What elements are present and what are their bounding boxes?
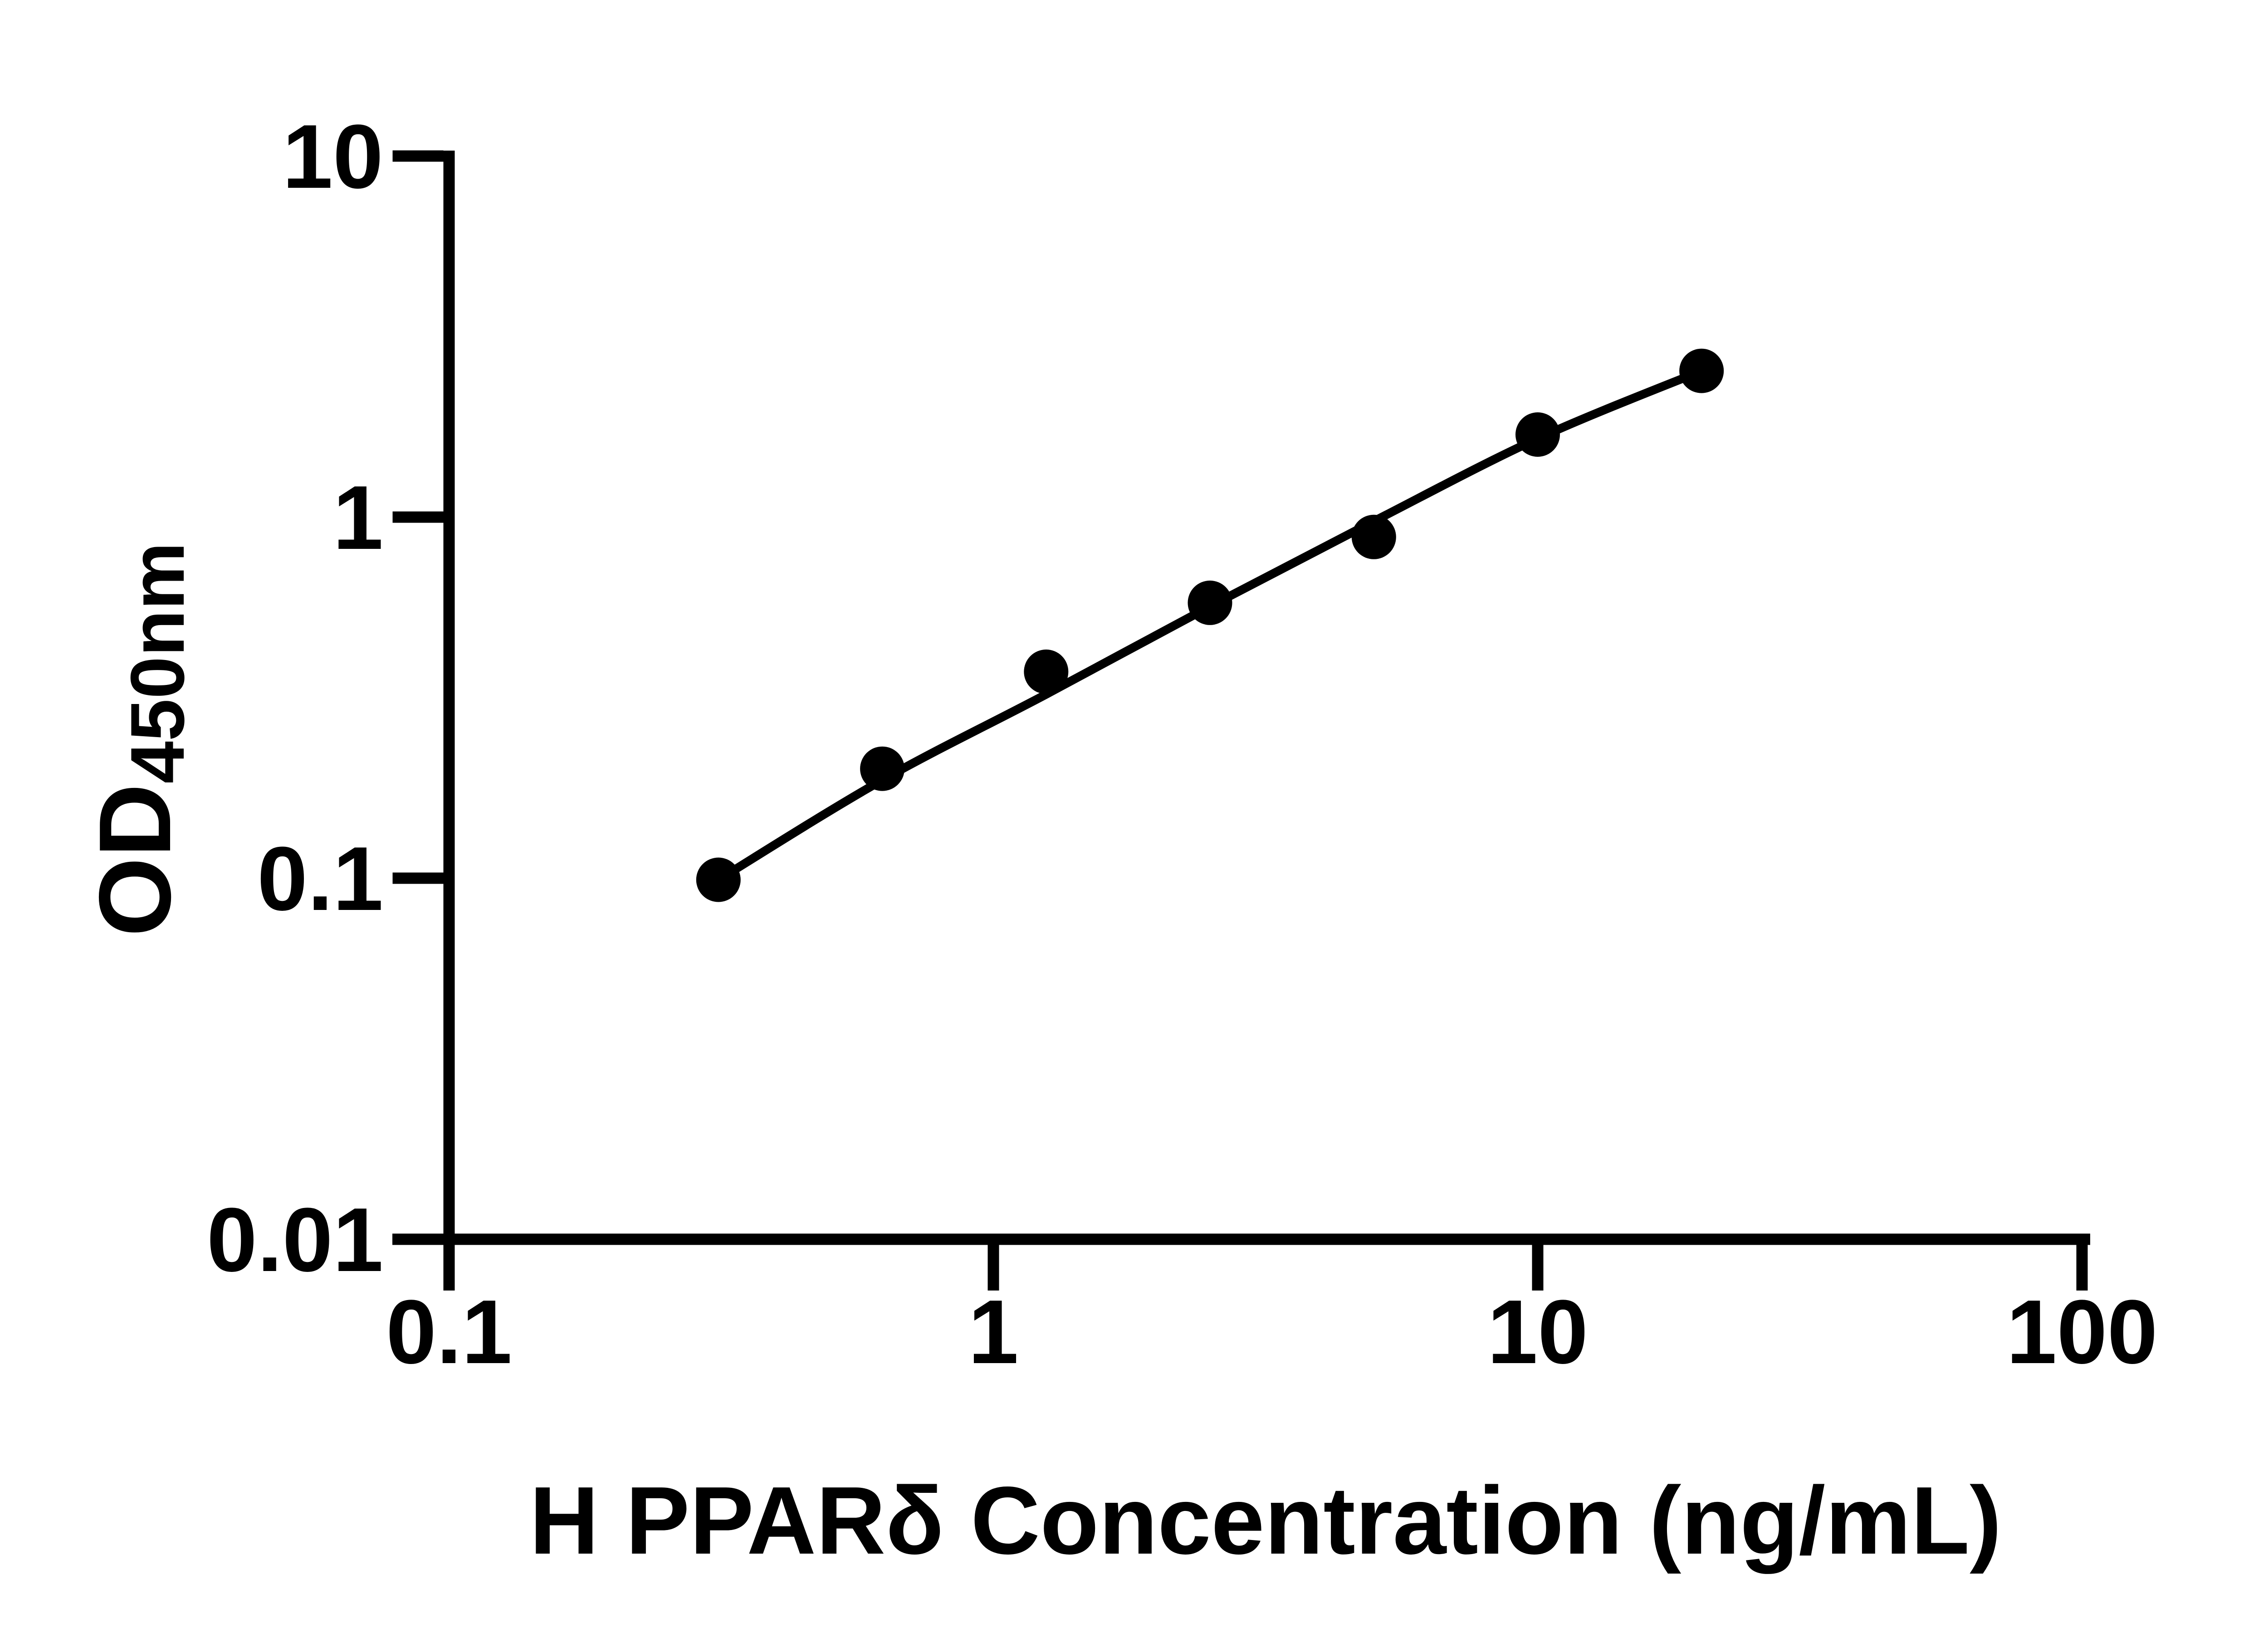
x-tick-label: 0.1 [386, 1281, 512, 1383]
x-tick-label: 100 [2006, 1281, 2158, 1383]
data-point-marker [696, 857, 741, 902]
x-axis-line [392, 1233, 2090, 1245]
y-tick [392, 150, 444, 162]
data-point-marker [1515, 412, 1560, 457]
y-tick-label: 0.1 [257, 828, 383, 929]
y-axis-line [443, 151, 455, 1291]
y-tick [392, 511, 444, 523]
x-tick [1532, 1239, 1544, 1291]
y-tick-label: 0.01 [207, 1189, 383, 1291]
y-axis-title-main: OD [78, 783, 192, 937]
data-point-marker [860, 746, 905, 791]
x-tick [987, 1239, 999, 1291]
y-tick [392, 1233, 444, 1245]
data-point-marker [1351, 514, 1396, 559]
y-axis-title: OD450nm [78, 542, 200, 937]
data-point-marker [1024, 649, 1069, 694]
x-tick [443, 1239, 455, 1291]
x-tick-label: 1 [968, 1281, 1018, 1383]
y-tick [392, 872, 444, 884]
y-tick-label: 1 [333, 467, 383, 568]
x-tick [2076, 1239, 2088, 1291]
y-tick-label: 10 [283, 106, 383, 207]
y-axis-title-subscript: 450nm [115, 542, 200, 783]
x-axis-title: H PPARδ Concentration (ng/mL) [529, 1467, 2002, 1574]
data-point-marker [1679, 348, 1724, 393]
x-tick-label: 10 [1487, 1281, 1588, 1383]
data-point-marker [1188, 580, 1232, 625]
